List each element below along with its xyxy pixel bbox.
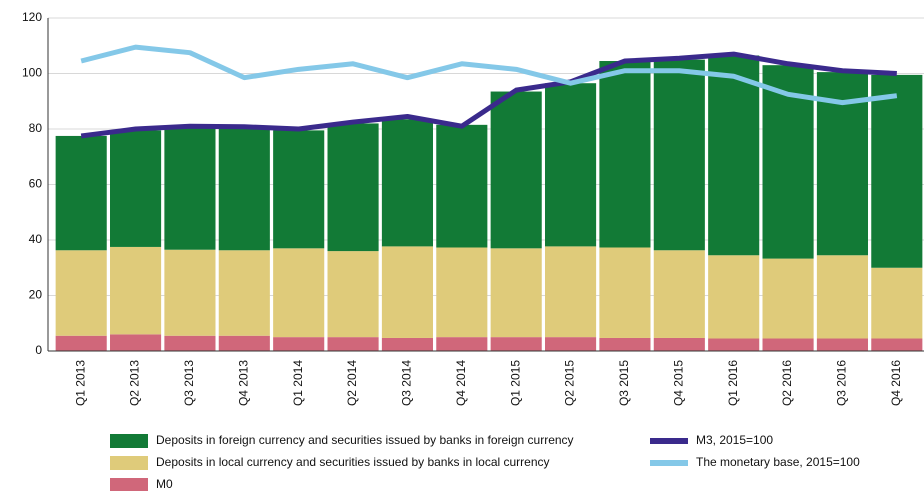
bar-segment xyxy=(381,337,433,351)
bar-segment xyxy=(273,248,325,338)
bar-segment xyxy=(599,61,651,248)
legend-swatch xyxy=(650,438,688,444)
bar-segment xyxy=(110,246,162,335)
bar-segment xyxy=(327,123,379,252)
bar-segment xyxy=(871,74,923,268)
y-tick-label: 0 xyxy=(35,343,42,357)
bar-segment xyxy=(436,337,488,351)
bar-segment xyxy=(273,130,325,249)
legend-label: M0 xyxy=(156,477,173,491)
bar-segment xyxy=(273,337,325,351)
bar-segment xyxy=(490,91,542,249)
bar-segment xyxy=(110,334,162,351)
bar-segment xyxy=(381,246,433,338)
x-tick-label: Q2 2016 xyxy=(780,360,794,406)
bar-segment xyxy=(436,247,488,338)
bar-segment xyxy=(110,130,162,247)
bar-segment xyxy=(55,250,107,336)
bar-segment xyxy=(708,338,760,351)
x-tick-label: Q4 2013 xyxy=(236,360,250,406)
bar-segment xyxy=(762,338,814,351)
bar-segment xyxy=(708,55,760,256)
bar-segment xyxy=(545,83,597,247)
legend-swatch xyxy=(110,434,148,448)
x-tick-label: Q4 2016 xyxy=(889,360,903,406)
bar-segment xyxy=(599,337,651,351)
bar-segment xyxy=(816,338,868,351)
x-tick-label: Q1 2013 xyxy=(73,360,87,406)
legend-swatch xyxy=(650,460,688,466)
bar-segment xyxy=(218,335,270,351)
x-tick-label: Q3 2014 xyxy=(400,360,414,406)
y-tick-label: 20 xyxy=(29,288,43,302)
bar-segment xyxy=(327,337,379,351)
bar-segment xyxy=(490,337,542,351)
x-tick-label: Q4 2014 xyxy=(454,360,468,406)
x-tick-label: Q2 2014 xyxy=(345,360,359,406)
bar-segment xyxy=(816,255,868,339)
bar-segment xyxy=(871,338,923,351)
bar-segment xyxy=(653,59,705,251)
bar-segment xyxy=(164,249,216,336)
bar-segment xyxy=(545,246,597,338)
x-tick-label: Q3 2015 xyxy=(617,360,631,406)
x-tick-label: Q2 2013 xyxy=(128,360,142,406)
bar-segment xyxy=(164,127,216,250)
bar-segment xyxy=(436,124,488,248)
y-tick-label: 120 xyxy=(22,10,42,24)
bar-segment xyxy=(762,258,814,339)
bar-segment xyxy=(164,335,216,351)
bar-segment xyxy=(381,119,433,247)
line-series xyxy=(80,51,897,139)
x-tick-label: Q1 2016 xyxy=(726,360,740,406)
bar-segment xyxy=(55,135,107,251)
legend-label: M3, 2015=100 xyxy=(696,433,773,447)
bar-segment xyxy=(653,337,705,351)
legend-swatch xyxy=(110,456,148,470)
bar-segment xyxy=(218,250,270,336)
x-tick-label: Q1 2015 xyxy=(508,360,522,406)
bar-segment xyxy=(327,251,379,338)
bar-segment xyxy=(490,248,542,338)
bar-segment xyxy=(871,267,923,339)
bar-segment xyxy=(545,337,597,351)
x-tick-label: Q3 2016 xyxy=(835,360,849,406)
bar-segment xyxy=(708,255,760,339)
x-tick-label: Q4 2015 xyxy=(671,360,685,406)
legend-swatch xyxy=(110,478,148,491)
x-tick-label: Q2 2015 xyxy=(563,360,577,406)
x-tick-label: Q3 2013 xyxy=(182,360,196,406)
y-tick-label: 60 xyxy=(29,177,43,191)
bar-segment xyxy=(599,247,651,338)
legend-label: Deposits in foreign currency and securit… xyxy=(156,433,574,447)
bar-segment xyxy=(653,250,705,338)
legend-label: Deposits in local currency and securitie… xyxy=(156,455,550,469)
legend-label: The monetary base, 2015=100 xyxy=(696,455,860,469)
x-tick-label: Q1 2014 xyxy=(291,360,305,406)
bar-segment xyxy=(218,128,270,251)
bar-segment xyxy=(55,335,107,351)
y-tick-label: 100 xyxy=(22,66,42,80)
line-series xyxy=(80,44,898,106)
y-tick-label: 80 xyxy=(29,121,43,135)
y-tick-label: 40 xyxy=(29,232,43,246)
